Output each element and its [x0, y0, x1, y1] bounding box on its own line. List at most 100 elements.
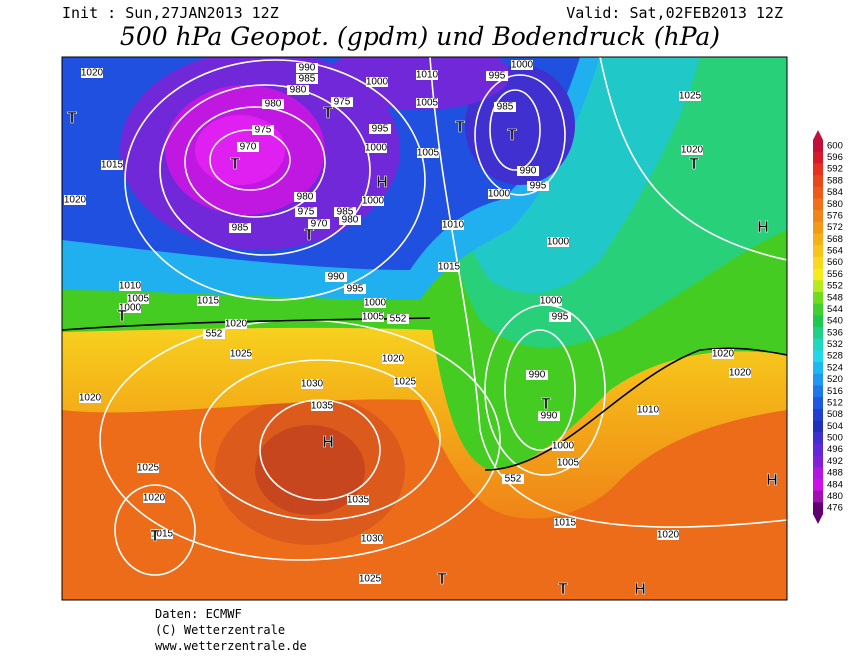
isobar-label: 985 — [337, 207, 354, 218]
colorbar-label: 536 — [827, 327, 843, 338]
isobar-label: 995 — [372, 124, 389, 135]
colorbar-label: 532 — [827, 339, 843, 350]
pressure-center: T — [304, 227, 314, 244]
isobar-label-bg — [79, 393, 101, 403]
isobar-label: 1000 — [362, 196, 385, 207]
isobar-label-bg — [229, 223, 251, 233]
isobar-label: 1025 — [679, 91, 702, 102]
map-frame — [61, 56, 788, 601]
colorbar-swatch — [813, 338, 823, 351]
colorbar-label: 576 — [827, 210, 843, 221]
pressure-center: H — [322, 434, 334, 451]
pressure-center: T — [323, 105, 333, 122]
colorbar-label: 564 — [827, 246, 843, 257]
isobar-label-bg — [225, 319, 247, 329]
map-title: 500 hPa Geopot. (gpdm) und Bodendruck (h… — [120, 22, 720, 51]
isobar-label-bg — [143, 493, 165, 503]
isobar-label: 1020 — [143, 493, 166, 504]
isobar-label: 1020 — [64, 195, 87, 206]
colorbar-label: 488 — [827, 468, 843, 479]
colorbar-swatch — [813, 256, 823, 270]
isobar-label: 990 — [529, 370, 546, 381]
isobar-label-bg — [416, 70, 438, 80]
colorbar-swatch — [813, 291, 823, 305]
isobar-label: 1020 — [81, 68, 104, 79]
isobar-label-bg — [364, 298, 386, 308]
isobar-label: 975 — [298, 207, 315, 218]
isobar-label: 1020 — [729, 368, 752, 379]
isobar-label: 985 — [299, 74, 316, 85]
isobar-label: 1010 — [416, 70, 439, 81]
isobar-label-bg — [681, 145, 703, 155]
isobar-label-bg — [657, 530, 679, 540]
isobar-label: 1020 — [681, 145, 704, 156]
colorbar-label: 496 — [827, 444, 843, 455]
pressure-center: T — [150, 528, 160, 545]
isobar-label-bg — [540, 296, 562, 306]
isobar-label: 975 — [255, 125, 272, 136]
isobar-label-bg — [554, 518, 576, 528]
isobar-label: 1005 — [362, 312, 385, 323]
footer-line: (C) Wetterzentrale — [155, 623, 285, 637]
isobar-label-bg — [438, 262, 460, 272]
colorbar-label: 500 — [827, 433, 843, 444]
colorbar-swatch — [813, 233, 823, 246]
colorbar-label: 592 — [827, 164, 843, 175]
isobar-label: 980 — [290, 85, 307, 96]
pressure-center: T — [558, 581, 568, 598]
colorbar-swatch — [813, 327, 823, 340]
isobar-label-bg — [252, 125, 274, 135]
isobar-label-bg — [331, 97, 353, 107]
colorbar-swatch — [813, 151, 823, 164]
isobar-label-bg — [549, 312, 571, 322]
isobar-label-bg — [362, 312, 384, 322]
isobar-label-bg — [301, 379, 323, 389]
colorbar-swatch — [813, 490, 823, 503]
colorbar-label: 492 — [827, 456, 843, 467]
isobar-label: 1005 — [416, 98, 439, 109]
isobar-label: 1000 — [552, 441, 575, 452]
colorbar-swatch — [813, 303, 823, 316]
isobar-label: 1035 — [311, 401, 334, 412]
pressure-center: H — [634, 581, 646, 598]
colorbar-label: 524 — [827, 362, 843, 373]
pressure-center: T — [117, 308, 127, 325]
isobar-label-bg — [237, 142, 259, 152]
isobar-label: 1010 — [119, 281, 142, 292]
isobar-label-bg — [387, 314, 409, 324]
isobar-label-bg — [362, 196, 384, 206]
colorbar-label: 508 — [827, 409, 843, 420]
colorbar-label: 552 — [827, 281, 843, 292]
colorbar-label: 584 — [827, 187, 843, 198]
colorbar-label: 580 — [827, 199, 843, 210]
colorbar-swatch — [813, 268, 823, 281]
isobar-label: 1015 — [554, 518, 577, 529]
isobar-label-bg — [416, 98, 438, 108]
isobar-label: 1030 — [361, 534, 384, 545]
colorbar-swatch — [813, 432, 823, 445]
colorbar-label: 516 — [827, 386, 843, 397]
isobar-label-bg — [344, 284, 366, 294]
colorbar-label: 556 — [827, 269, 843, 280]
pressure-center: T — [230, 156, 240, 173]
pressure-center: H — [757, 219, 769, 236]
isobar-label-bg — [394, 377, 416, 387]
colorbar-label: 596 — [827, 152, 843, 163]
isobar-label: 980 — [297, 192, 314, 203]
isobar-label-bg — [325, 272, 347, 282]
colorbar-swatch — [813, 350, 823, 363]
colorbar-swatch — [813, 186, 823, 199]
isobar-label-bg — [494, 102, 516, 112]
isobar-label: 552 — [390, 314, 407, 325]
colorbar-swatch — [813, 397, 823, 410]
colorbar-swatch — [813, 140, 823, 153]
colorbar-label: 540 — [827, 316, 843, 327]
isobar-label: 1015 — [438, 262, 461, 273]
isobar-label-bg — [127, 294, 149, 304]
pressure-center: T — [507, 127, 517, 144]
isobar-label-bg — [203, 329, 225, 339]
colorbar-swatch — [813, 478, 823, 492]
colorbar-cap — [813, 130, 823, 140]
